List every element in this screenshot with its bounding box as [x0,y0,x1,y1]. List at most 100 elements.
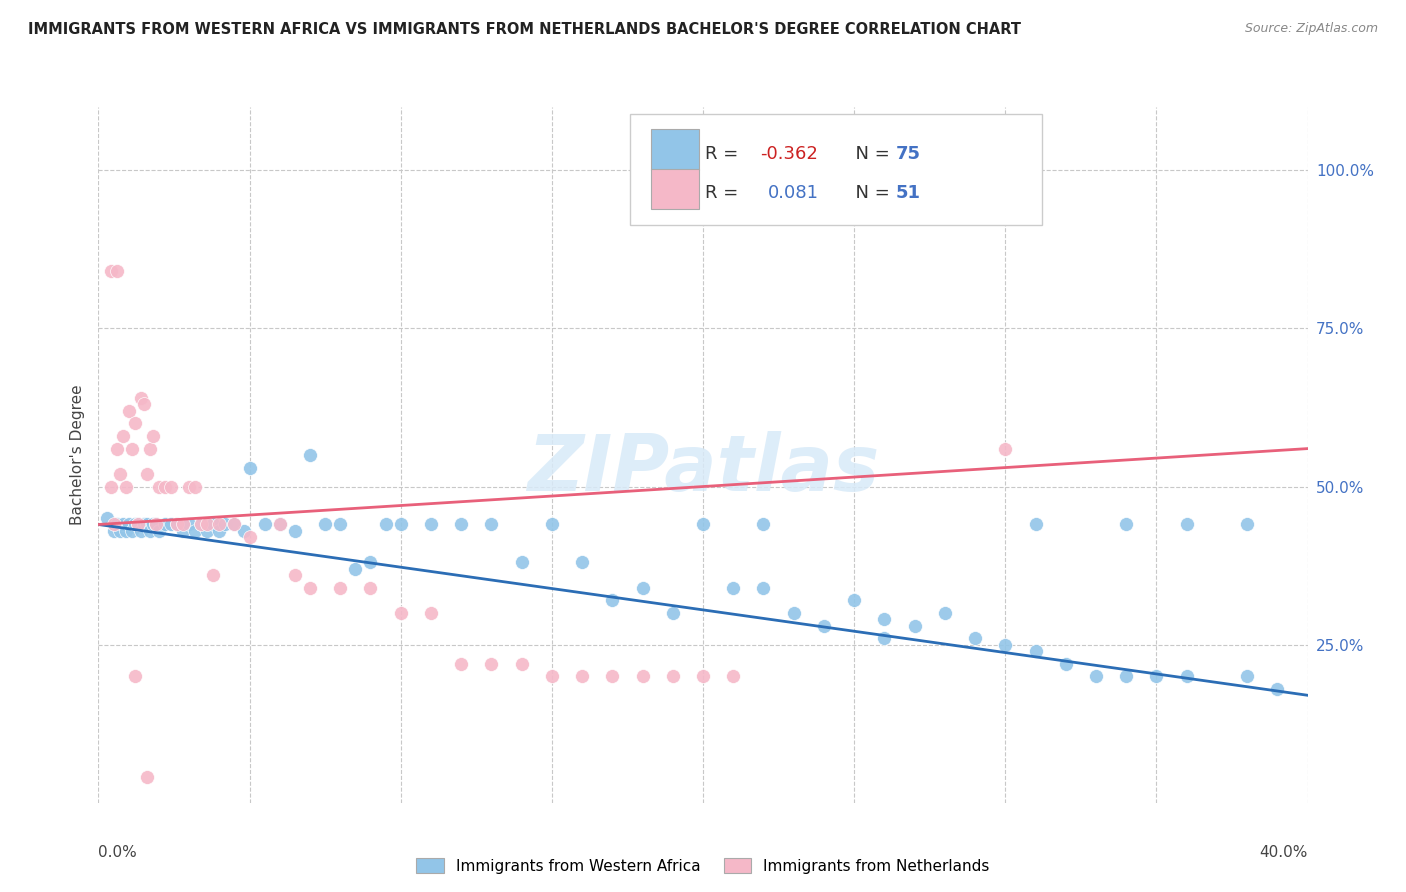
Point [132,397,155,411]
Point [692,517,714,532]
Point [202,568,225,582]
Point [752,517,775,532]
Point [360,556,382,570]
Point [103,524,125,538]
Point [224,517,246,532]
Point [631,669,654,683]
Point [360,581,382,595]
Point [172,524,194,538]
Point [100,479,122,493]
Point [214,517,236,532]
Legend: Immigrants from Western Africa, Immigrants from Netherlands: Immigrants from Western Africa, Immigran… [411,852,995,880]
Point [420,606,443,620]
Point [934,606,956,620]
Point [129,524,152,538]
Text: R =: R = [706,145,744,162]
Point [299,448,322,462]
Point [540,669,562,683]
Point [783,606,806,620]
Point [135,517,157,532]
Point [1175,669,1198,683]
Point [662,669,685,683]
Point [114,524,136,538]
Point [284,524,307,538]
Point [602,669,624,683]
Point [662,606,685,620]
Point [844,593,866,607]
Point [752,581,775,595]
Point [389,606,412,620]
Point [148,479,170,493]
Point [145,517,167,532]
Point [540,517,562,532]
Point [344,562,367,576]
Point [1054,657,1077,671]
Point [374,517,396,532]
Text: ZIPatlas: ZIPatlas [527,431,879,507]
Point [121,442,143,456]
Point [481,517,503,532]
Point [631,581,654,595]
Text: -0.362: -0.362 [759,145,818,162]
Point [121,524,143,538]
Text: 0.081: 0.081 [768,185,820,202]
Text: 0.0%: 0.0% [98,845,138,860]
Point [160,479,183,493]
Point [195,517,218,532]
Point [135,771,157,785]
Point [208,517,231,532]
Point [450,657,472,671]
Point [1236,669,1258,683]
Point [118,517,141,532]
Point [190,517,212,532]
Point [269,517,291,532]
Point [111,517,134,532]
Point [1115,669,1137,683]
Point [481,657,503,671]
Text: 75: 75 [896,145,921,162]
Y-axis label: Bachelor's Degree: Bachelor's Degree [69,384,84,525]
Point [224,517,246,532]
Text: N =: N = [845,185,896,202]
Point [127,517,149,532]
Point [965,632,987,646]
Point [253,517,276,532]
Point [184,524,207,538]
Point [510,556,533,570]
Point [190,517,212,532]
Point [873,612,896,626]
Point [1115,517,1137,532]
Point [124,417,146,431]
Point [994,442,1017,456]
Point [139,442,162,456]
Point [166,517,188,532]
Point [118,403,141,417]
Point [127,517,149,532]
Point [132,517,155,532]
Point [179,479,201,493]
Point [153,517,176,532]
Point [1267,681,1289,696]
Point [571,669,593,683]
Point [510,657,533,671]
Point [904,618,927,632]
Point [1085,669,1108,683]
Point [160,517,183,532]
Point [723,669,745,683]
Point [239,530,262,544]
Point [153,479,176,493]
Point [329,517,352,532]
Point [195,524,218,538]
Point [105,264,128,278]
Text: 51: 51 [896,185,921,202]
Point [269,517,291,532]
Point [202,517,225,532]
Point [100,264,122,278]
Point [108,524,131,538]
Point [124,669,146,683]
Point [692,669,714,683]
Point [105,442,128,456]
Point [142,429,165,443]
Text: R =: R = [706,185,744,202]
Point [314,517,336,532]
